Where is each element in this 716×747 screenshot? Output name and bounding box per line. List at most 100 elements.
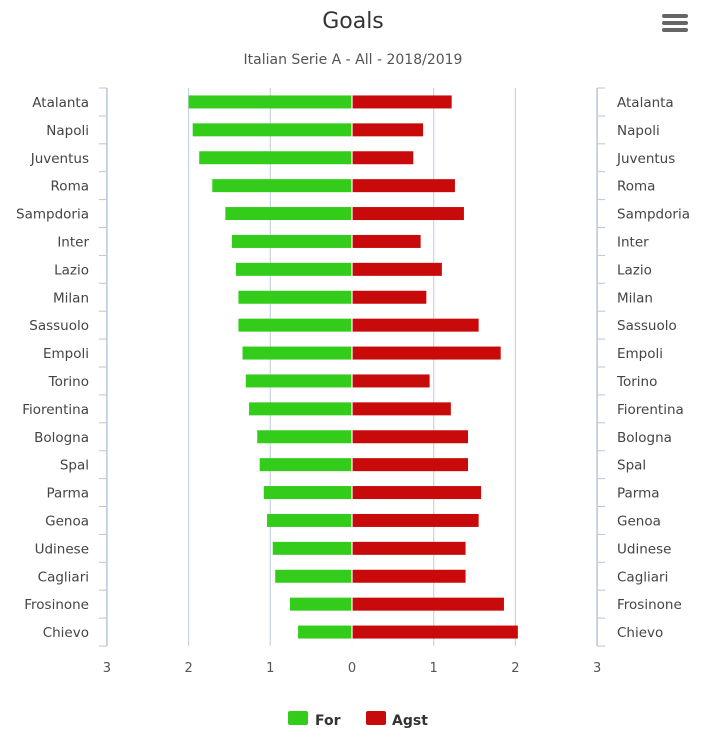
category-label-left: Lazio bbox=[54, 262, 89, 278]
legend-label-for: For bbox=[315, 713, 341, 729]
bar-agst-genoa[interactable] bbox=[352, 513, 479, 527]
bar-for-chievo[interactable] bbox=[298, 625, 352, 639]
category-label-right: Sampdoria bbox=[617, 207, 690, 223]
category-label-right: Parma bbox=[617, 486, 660, 502]
chart-subtitle: Italian Serie A - All - 2018/2019 bbox=[244, 52, 463, 68]
bar-agst-milan[interactable] bbox=[352, 290, 427, 304]
bar-for-spal[interactable] bbox=[259, 458, 352, 472]
category-label-right: Torino bbox=[616, 374, 657, 390]
category-label-left: Juventus bbox=[30, 151, 89, 167]
legend-item-agst[interactable]: Agst bbox=[366, 711, 428, 729]
bar-for-genoa[interactable] bbox=[267, 513, 352, 527]
legend-swatch-for bbox=[288, 711, 308, 725]
x-tick-label: 3 bbox=[593, 661, 601, 676]
category-label-right: Milan bbox=[617, 290, 653, 306]
bars bbox=[188, 88, 518, 646]
bar-for-cagliari[interactable] bbox=[275, 569, 352, 583]
bar-for-udinese[interactable] bbox=[272, 541, 352, 555]
bar-agst-empoli[interactable] bbox=[352, 346, 501, 360]
category-label-left: Parma bbox=[46, 486, 89, 502]
category-label-left: Genoa bbox=[45, 513, 89, 529]
category-label-left: Roma bbox=[51, 179, 89, 195]
bar-agst-atalanta[interactable] bbox=[352, 95, 452, 109]
x-tick-labels: 3 2 1 0 1 2 3 bbox=[103, 661, 601, 676]
category-label-left: Milan bbox=[53, 290, 89, 306]
category-label-left: Udinese bbox=[35, 541, 89, 557]
bar-agst-juventus[interactable] bbox=[352, 151, 414, 165]
category-label-right: Atalanta bbox=[617, 95, 674, 111]
bar-agst-inter[interactable] bbox=[352, 234, 421, 248]
category-label-left: Torino bbox=[48, 374, 89, 390]
bar-agst-fiorentina[interactable] bbox=[352, 402, 451, 416]
category-labels-left: Atalanta Napoli Juventus Roma Sampdoria Inter… bbox=[16, 95, 89, 641]
axes bbox=[98, 87, 606, 647]
x-tick-label: 1 bbox=[430, 661, 438, 676]
bar-for-inter[interactable] bbox=[231, 234, 352, 248]
bar-for-sampdoria[interactable] bbox=[225, 207, 352, 221]
category-labels-right: Atalanta Napoli Juventus Roma Sampdoria Inter… bbox=[616, 95, 690, 641]
category-label-left: Empoli bbox=[43, 346, 89, 362]
x-tick-label: 1 bbox=[266, 661, 274, 676]
x-tick-label: 3 bbox=[103, 661, 111, 676]
category-label-left: Napoli bbox=[46, 123, 89, 139]
category-label-right: Fiorentina bbox=[617, 402, 684, 418]
legend-item-for[interactable]: For bbox=[288, 711, 341, 729]
bar-agst-frosinone[interactable] bbox=[352, 597, 504, 611]
chart-title: Goals bbox=[322, 9, 384, 34]
bar-agst-bologna[interactable] bbox=[352, 430, 469, 444]
category-label-right: Frosinone bbox=[617, 597, 682, 613]
category-label-left: Inter bbox=[57, 234, 89, 250]
bar-for-torino[interactable] bbox=[245, 374, 352, 388]
category-label-left: Fiorentina bbox=[22, 402, 89, 418]
bar-agst-parma[interactable] bbox=[352, 486, 482, 500]
x-tick-label: 0 bbox=[348, 661, 356, 676]
category-label-left: Cagliari bbox=[38, 569, 89, 585]
bar-for-milan[interactable] bbox=[238, 290, 352, 304]
bar-for-sassuolo[interactable] bbox=[238, 318, 352, 332]
category-label-right: Empoli bbox=[617, 346, 663, 362]
bar-agst-sassuolo[interactable] bbox=[352, 318, 479, 332]
category-label-right: Roma bbox=[617, 179, 655, 195]
category-label-left: Chievo bbox=[43, 625, 89, 641]
category-label-right: Cagliari bbox=[617, 569, 668, 585]
bar-agst-spal[interactable] bbox=[352, 458, 469, 472]
category-label-right: Lazio bbox=[617, 262, 652, 278]
x-tick-label: 2 bbox=[511, 661, 519, 676]
bar-for-atalanta[interactable] bbox=[188, 95, 352, 109]
bar-for-parma[interactable] bbox=[263, 486, 352, 500]
category-label-left: Sampdoria bbox=[16, 207, 89, 223]
bar-agst-roma[interactable] bbox=[352, 179, 455, 193]
bar-agst-chievo[interactable] bbox=[352, 625, 518, 639]
bar-for-fiorentina[interactable] bbox=[249, 402, 352, 416]
bar-for-napoli[interactable] bbox=[192, 123, 352, 137]
category-label-left: Frosinone bbox=[24, 597, 89, 613]
bar-for-frosinone[interactable] bbox=[289, 597, 352, 611]
legend-label-agst: Agst bbox=[392, 713, 428, 729]
category-label-left: Sassuolo bbox=[29, 318, 89, 334]
category-label-right: Genoa bbox=[617, 513, 661, 529]
category-label-left: Bologna bbox=[34, 430, 89, 446]
category-label-right: Napoli bbox=[617, 123, 660, 139]
bar-agst-torino[interactable] bbox=[352, 374, 430, 388]
category-label-right: Bologna bbox=[617, 430, 672, 446]
category-label-right: Spal bbox=[617, 458, 646, 474]
category-label-right: Juventus bbox=[616, 151, 675, 167]
hamburger-icon[interactable] bbox=[662, 14, 688, 36]
bar-agst-sampdoria[interactable] bbox=[352, 207, 464, 221]
bar-agst-cagliari[interactable] bbox=[352, 569, 466, 583]
bar-for-bologna[interactable] bbox=[257, 430, 352, 444]
bar-for-empoli[interactable] bbox=[242, 346, 352, 360]
bar-agst-lazio[interactable] bbox=[352, 262, 442, 276]
bar-for-juventus[interactable] bbox=[199, 151, 352, 165]
category-label-right: Chievo bbox=[617, 625, 663, 641]
bar-for-roma[interactable] bbox=[212, 179, 352, 193]
category-label-right: Inter bbox=[617, 234, 649, 250]
bar-agst-udinese[interactable] bbox=[352, 541, 466, 555]
bar-agst-napoli[interactable] bbox=[352, 123, 424, 137]
bar-for-lazio[interactable] bbox=[235, 262, 352, 276]
category-label-right: Sassuolo bbox=[617, 318, 677, 334]
legend[interactable]: For Agst bbox=[288, 711, 428, 729]
category-label-right: Udinese bbox=[617, 541, 671, 557]
category-label-left: Spal bbox=[60, 458, 89, 474]
